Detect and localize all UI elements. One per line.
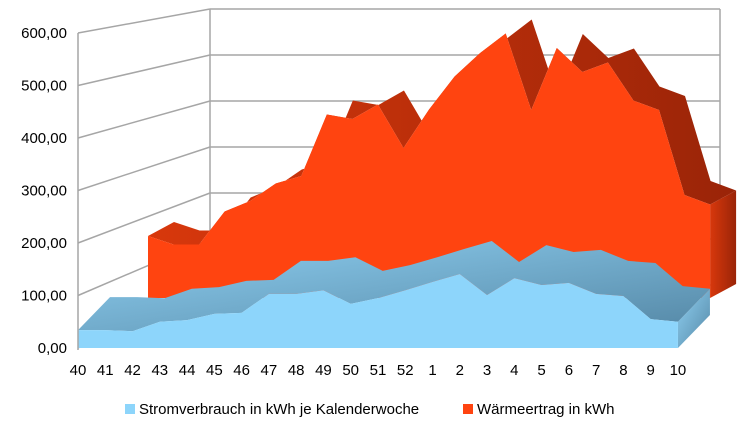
y-tick-label: 200,00 <box>21 235 67 252</box>
series-0-side <box>677 288 710 348</box>
y-tick-label: 100,00 <box>21 288 67 305</box>
side-gridline <box>77 54 211 87</box>
x-tick-label: 49 <box>315 362 332 379</box>
x-tick-label: 47 <box>261 362 278 379</box>
y-tick-label: 300,00 <box>21 183 67 200</box>
x-tick-label: 10 <box>670 362 687 379</box>
x-tick-label: 7 <box>592 362 600 379</box>
x-tick-label: 51 <box>370 362 387 379</box>
side-gridline <box>77 8 211 34</box>
y-tick-label: 0,00 <box>38 340 67 357</box>
x-tick-label: 52 <box>397 362 414 379</box>
x-tick-label: 9 <box>646 362 654 379</box>
x-tick-label: 5 <box>537 362 545 379</box>
series-1-area <box>148 33 711 298</box>
legend-label: Stromverbrauch in kWh je Kalenderwoche <box>139 401 419 418</box>
x-tick-label: 40 <box>70 362 87 379</box>
x-tick-label: 3 <box>483 362 491 379</box>
x-tick-label: 46 <box>233 362 250 379</box>
y-tick-label: 500,00 <box>21 78 67 95</box>
side-gridline <box>77 146 211 192</box>
x-tick-label: 2 <box>456 362 464 379</box>
x-tick-label: 48 <box>288 362 305 379</box>
y-tick-label: 600,00 <box>21 25 67 42</box>
side-gridline <box>77 192 211 244</box>
legend-swatch <box>125 404 135 414</box>
x-tick-label: 50 <box>342 362 359 379</box>
side-gridline <box>77 100 211 139</box>
series-0-area <box>78 273 678 348</box>
y-tick-label: 400,00 <box>21 130 67 147</box>
legend-swatch <box>463 404 473 414</box>
series-0-top-face <box>78 240 710 332</box>
x-tick-label: 44 <box>179 362 196 379</box>
x-tick-label: 41 <box>97 362 114 379</box>
x-tick-label: 42 <box>124 362 141 379</box>
x-tick-label: 1 <box>428 362 436 379</box>
x-tick-label: 45 <box>206 362 223 379</box>
x-tick-label: 8 <box>619 362 627 379</box>
legend-label: Wärmeertrag in kWh <box>477 401 615 418</box>
x-tick-label: 43 <box>151 362 168 379</box>
series-1-side <box>710 190 737 298</box>
x-tick-label: 6 <box>565 362 573 379</box>
x-tick-label: 4 <box>510 362 518 379</box>
